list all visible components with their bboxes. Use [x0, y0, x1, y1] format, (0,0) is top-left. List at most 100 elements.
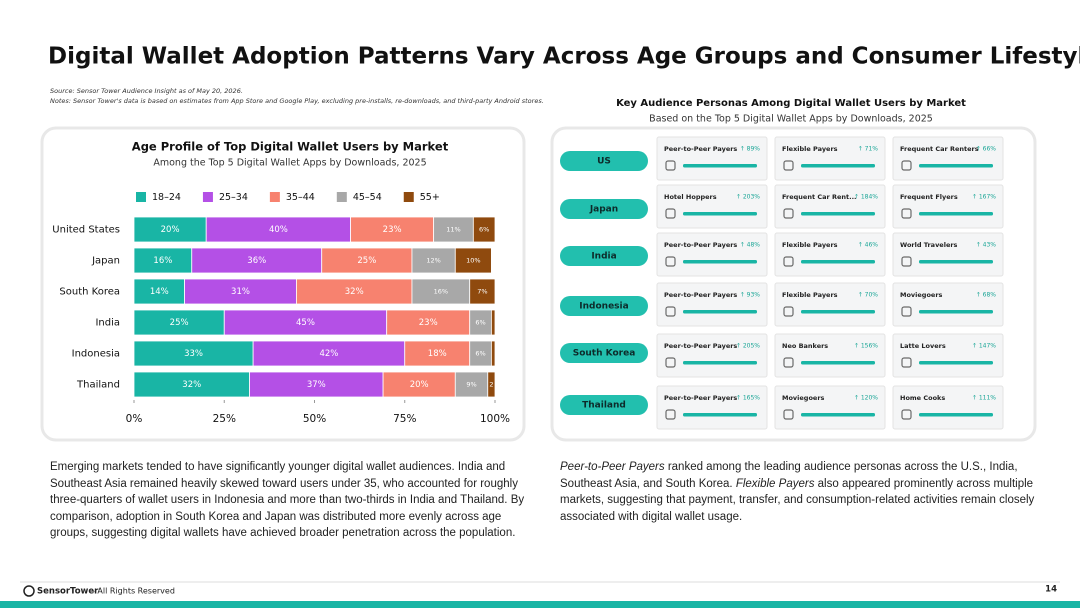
persona-name: Latte Lovers: [900, 342, 946, 350]
persona-growth: ↑ 43%: [976, 242, 997, 249]
persona-icon: [783, 256, 794, 267]
bar-segment: [490, 309, 496, 336]
bar-segment: [133, 309, 225, 336]
persona-bar: [801, 260, 875, 264]
value-label: 25%: [357, 256, 376, 266]
bar-segment: [184, 278, 297, 305]
legend-swatch: [202, 192, 213, 202]
persona-growth: ↑ 120%: [854, 395, 878, 402]
legend-label: 45–54: [353, 192, 382, 203]
bar-segment: [133, 247, 193, 274]
em: Peer-to-Peer Payers: [560, 461, 665, 473]
persona-growth: ↑ 167%: [972, 194, 996, 201]
value-label: 40%: [269, 225, 288, 235]
bar-segment: [469, 278, 496, 305]
persona-growth: ↑ 68%: [976, 292, 997, 299]
persona-bar: [801, 310, 875, 314]
persona-card: [774, 385, 886, 430]
persona-name: Peer-to-Peer Payers: [664, 145, 737, 153]
persona-icon: [665, 409, 676, 420]
persona-bar: [801, 361, 875, 365]
persona-name: Neo Bankers: [782, 342, 828, 350]
persona-bar: [683, 260, 757, 264]
rights: - All Rights Reserved: [92, 587, 175, 596]
persona-card: [656, 136, 768, 181]
legend-label: 25–34: [219, 192, 248, 203]
value-label: 20%: [410, 380, 429, 390]
value-label: 20%: [161, 225, 180, 235]
value-label: 18%: [428, 349, 447, 359]
persona-card: [774, 232, 886, 277]
market-pill: [560, 246, 648, 266]
persona-bar: [683, 413, 757, 417]
persona-card: [656, 282, 768, 327]
persona-bar: [683, 310, 757, 314]
persona-title: Key Audience Personas Among Digital Wall…: [616, 98, 966, 109]
value-label: 23%: [419, 318, 438, 328]
bar-segment: [487, 371, 496, 398]
persona-name: Peer-to-Peer Payers: [664, 342, 737, 350]
persona-icon: [783, 208, 794, 219]
persona-icon: [901, 357, 912, 368]
persona-name: Flexible Payers: [782, 145, 838, 153]
bar-segment: [433, 216, 474, 243]
persona-name: Flexible Payers: [782, 241, 838, 249]
bar-segment: [133, 371, 250, 398]
persona-growth: ↑ 89%: [740, 146, 761, 153]
persona-card: [892, 282, 1004, 327]
persona-name: Peer-to-Peer Payers: [664, 241, 737, 249]
value-label: 6%: [479, 226, 489, 234]
y-tick-label: United States: [52, 225, 120, 236]
persona-card: [774, 333, 886, 378]
persona-icon: [783, 409, 794, 420]
chart-subtitle: Among the Top 5 Digital Wallet Apps by D…: [153, 158, 426, 169]
bar-segment: [249, 371, 384, 398]
persona-growth: ↑ 71%: [858, 146, 879, 153]
value-label: 45%: [296, 318, 315, 328]
bar-segment: [133, 278, 185, 305]
bar-segment: [386, 309, 471, 336]
persona-icon: [665, 208, 676, 219]
persona-subtitle: Based on the Top 5 Digital Wallet Apps b…: [649, 114, 933, 125]
persona-growth: ↑ 165%: [736, 395, 760, 402]
bar-segment: [490, 340, 496, 367]
persona-growth: ↑ 147%: [972, 343, 996, 350]
value-label: 6%: [475, 350, 485, 358]
legend-swatch: [136, 192, 146, 202]
chart-title: Age Profile of Top Digital Wallet Users …: [132, 140, 449, 154]
value-label: 2: [489, 381, 493, 389]
bar-segment: [411, 278, 471, 305]
persona-icon: [901, 208, 912, 219]
persona-name: Hotel Hoppers: [664, 193, 717, 201]
persona-growth: ↑ 46%: [858, 242, 879, 249]
persona-card: [892, 385, 1004, 430]
market-name: Thailand: [582, 401, 626, 411]
x-tick-label: 25%: [213, 413, 236, 425]
legend-label: 18–24: [152, 192, 181, 203]
bar-segment: [223, 309, 388, 336]
value-label: 31%: [231, 287, 250, 297]
bar-segment: [296, 278, 413, 305]
logo-icon: [23, 585, 35, 597]
persona-icon: [783, 306, 794, 317]
legend-swatch: [269, 192, 280, 202]
text: also appeared prominently across multipl…: [560, 477, 1035, 523]
text: ranked among the leading audience person…: [560, 461, 1018, 490]
em: Flexible Payers: [735, 477, 815, 490]
persona-name: Home Cooks: [900, 394, 945, 402]
value-label: 10%: [466, 257, 480, 265]
persona-name: Peer-to-Peer Payers: [664, 291, 737, 299]
bar-segment: [350, 216, 435, 243]
persona-name: Flexible Payers: [782, 291, 838, 299]
value-label: 11%: [446, 226, 460, 234]
persona-name: Frequent Car Rent...: [782, 193, 857, 201]
persona-bar: [683, 361, 757, 365]
value-label: 37%: [307, 380, 326, 390]
value-label: 14%: [150, 287, 169, 297]
market-name: India: [591, 252, 616, 262]
persona-card: [656, 333, 768, 378]
persona-name: World Travelers: [900, 241, 958, 249]
persona-growth: ↑ 66%: [976, 146, 997, 153]
value-label: 36%: [247, 256, 266, 266]
persona-bar: [683, 212, 757, 216]
